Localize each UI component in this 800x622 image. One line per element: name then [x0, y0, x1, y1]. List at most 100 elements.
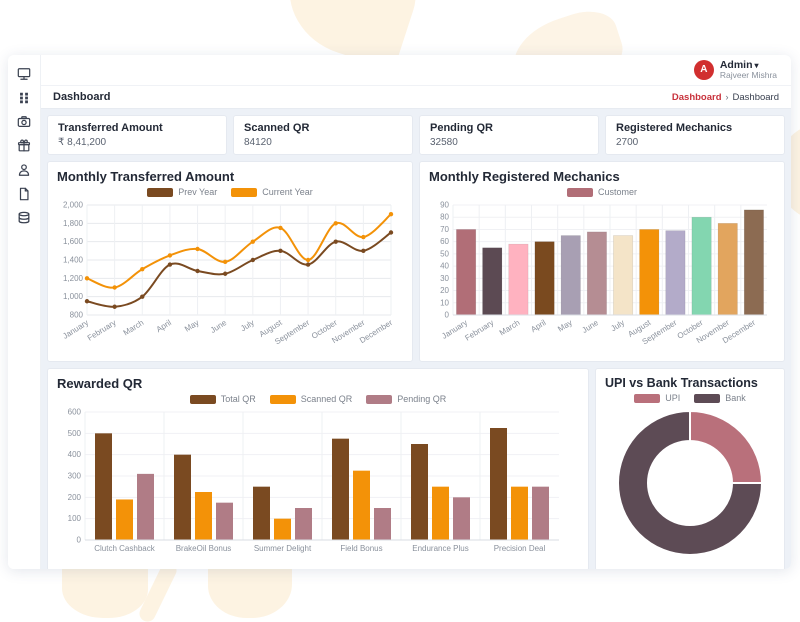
- svg-text:March: March: [122, 318, 146, 337]
- svg-text:June: June: [580, 318, 600, 335]
- donut-chart-upi-bank: [605, 407, 775, 559]
- legend-label: Pending QR: [397, 394, 447, 404]
- svg-text:80: 80: [440, 213, 449, 222]
- svg-text:April: April: [155, 318, 174, 334]
- svg-text:1,800: 1,800: [63, 219, 84, 228]
- gift-icon: [17, 139, 31, 151]
- chevron-down-icon: ▾: [754, 60, 759, 70]
- sidebar: [8, 55, 41, 569]
- legend-swatch: [366, 394, 393, 404]
- line-chart-monthly-transferred: 800 1,000 1,200 1,400 1,600 1,800 2,000 January…: [57, 199, 403, 354]
- breadcrumb-separator: ›: [725, 92, 729, 102]
- svg-text:June: June: [209, 318, 229, 335]
- breadcrumb-current: Dashboard: [732, 91, 779, 103]
- legend-label: Customer: [597, 187, 637, 197]
- breadcrumb-bar: Dashboard Dashboard › Dashboard: [41, 85, 791, 109]
- breadcrumb: Dashboard › Dashboard: [672, 92, 779, 103]
- legend-label: Total QR: [220, 394, 256, 404]
- svg-text:10: 10: [440, 298, 449, 307]
- dashboard-grid-icon: [20, 92, 28, 103]
- svg-text:100: 100: [68, 514, 82, 523]
- legend-swatch: [694, 393, 721, 403]
- stat-card-transferred: Transferred Amount ₹ 8,41,200: [47, 115, 227, 155]
- panel-monthly-mechanics: Monthly Registered Mechanics Customer 0 1…: [419, 161, 785, 362]
- admin-menu[interactable]: A Admin ▾ Rajveer Mishra: [693, 58, 777, 81]
- svg-text:50: 50: [440, 249, 449, 258]
- camera-icon: [17, 115, 31, 127]
- page-title: Dashboard: [53, 91, 111, 103]
- svg-text:20: 20: [440, 286, 449, 295]
- sidebar-item-gift[interactable]: [12, 137, 36, 154]
- svg-text:May: May: [556, 318, 574, 334]
- file-icon: [19, 187, 29, 200]
- svg-text:800: 800: [70, 311, 84, 320]
- svg-text:90: 90: [440, 201, 449, 210]
- legend-item-customer: Customer: [566, 187, 637, 197]
- stat-label: Registered Mechanics: [616, 122, 733, 134]
- svg-text:July: July: [239, 318, 256, 333]
- legend-swatch: [147, 187, 174, 197]
- svg-text:0: 0: [445, 311, 450, 320]
- panel-rewarded-qr: Rewarded QR Total QR Scanned QR Pending QR…: [47, 368, 589, 569]
- panel-upi-bank: UPI vs Bank Transactions UPI Bank: [595, 368, 785, 569]
- svg-text:July: July: [609, 318, 626, 333]
- topbar: A Admin ▾ Rajveer Mishra: [41, 55, 791, 85]
- legend-item-bank: Bank: [694, 393, 746, 403]
- svg-text:Clutch Cashback: Clutch Cashback: [94, 544, 155, 553]
- sidebar-item-layers[interactable]: [12, 209, 36, 226]
- svg-text:40: 40: [440, 262, 449, 271]
- legend-swatch: [189, 394, 216, 404]
- legend-label: Scanned QR: [300, 394, 353, 404]
- svg-text:BrakeOil Bonus: BrakeOil Bonus: [176, 544, 232, 553]
- stats-row: Transferred Amount ₹ 8,41,200 Scanned QR…: [47, 115, 785, 155]
- layers-icon: [18, 211, 30, 223]
- legend-swatch: [269, 394, 296, 404]
- stat-card-scanned-qr: Scanned QR 84120: [233, 115, 413, 155]
- svg-text:200: 200: [68, 493, 82, 502]
- legend-item-pending-qr: Pending QR: [366, 394, 446, 404]
- sidebar-item-dashboard-grid[interactable]: [12, 89, 36, 106]
- bar-chart-monthly-mechanics: 0 10 20 30 40 50 60 70 80 90 January February March A…: [429, 199, 775, 354]
- legend-item-current-year: Current Year: [231, 187, 313, 197]
- svg-text:Summer Delight: Summer Delight: [254, 544, 312, 553]
- svg-text:February: February: [86, 318, 118, 343]
- svg-text:1,400: 1,400: [63, 256, 84, 265]
- svg-text:March: March: [498, 318, 522, 337]
- panel-monthly-transferred: Monthly Transferred Amount Prev Year Curr…: [47, 161, 413, 362]
- stat-value: 32580: [430, 137, 458, 148]
- avatar[interactable]: A: [693, 59, 714, 80]
- legend-label: Prev Year: [178, 187, 218, 197]
- admin-label: Admin ▾: [719, 58, 759, 71]
- svg-text:600: 600: [68, 408, 82, 417]
- chart-title: Monthly Transferred Amount: [57, 169, 235, 184]
- user-name: Rajveer Mishra: [719, 70, 777, 81]
- svg-text:April: April: [529, 318, 548, 334]
- svg-text:Endurance Plus: Endurance Plus: [412, 544, 468, 553]
- stat-card-registered-mechanics: Registered Mechanics 2700: [605, 115, 785, 155]
- svg-text:0: 0: [77, 536, 82, 545]
- svg-text:1,000: 1,000: [63, 292, 84, 301]
- sidebar-item-desktop[interactable]: [12, 65, 36, 82]
- grouped-bar-chart-rewarded-qr: 0 100 200 300 400 500 600 Clutch Cashback BrakeO…: [57, 406, 579, 563]
- chart-legend: Customer: [429, 187, 775, 197]
- content-area: A Admin ▾ Rajveer Mishra Dashboard Dashbo…: [41, 55, 791, 569]
- sidebar-item-user[interactable]: [12, 161, 36, 178]
- sidebar-item-file[interactable]: [12, 185, 36, 202]
- legend-item-scanned-qr: Scanned QR: [269, 394, 353, 404]
- legend-swatch: [634, 393, 661, 403]
- stat-label: Pending QR: [430, 122, 493, 134]
- svg-text:2,000: 2,000: [63, 201, 84, 210]
- svg-text:70: 70: [440, 225, 449, 234]
- svg-text:February: February: [463, 318, 495, 343]
- sidebar-item-camera[interactable]: [12, 113, 36, 130]
- chart-title: UPI vs Bank Transactions: [605, 376, 758, 390]
- svg-text:1,200: 1,200: [63, 274, 84, 283]
- stat-card-pending-qr: Pending QR 32580: [419, 115, 599, 155]
- stat-value: ₹ 8,41,200: [58, 137, 107, 148]
- svg-text:30: 30: [440, 274, 449, 283]
- breadcrumb-link[interactable]: Dashboard: [671, 91, 722, 103]
- legend-swatch: [566, 187, 593, 197]
- legend-item-prev-year: Prev Year: [147, 187, 217, 197]
- svg-text:500: 500: [68, 429, 82, 438]
- legend-label: Bank: [725, 393, 746, 403]
